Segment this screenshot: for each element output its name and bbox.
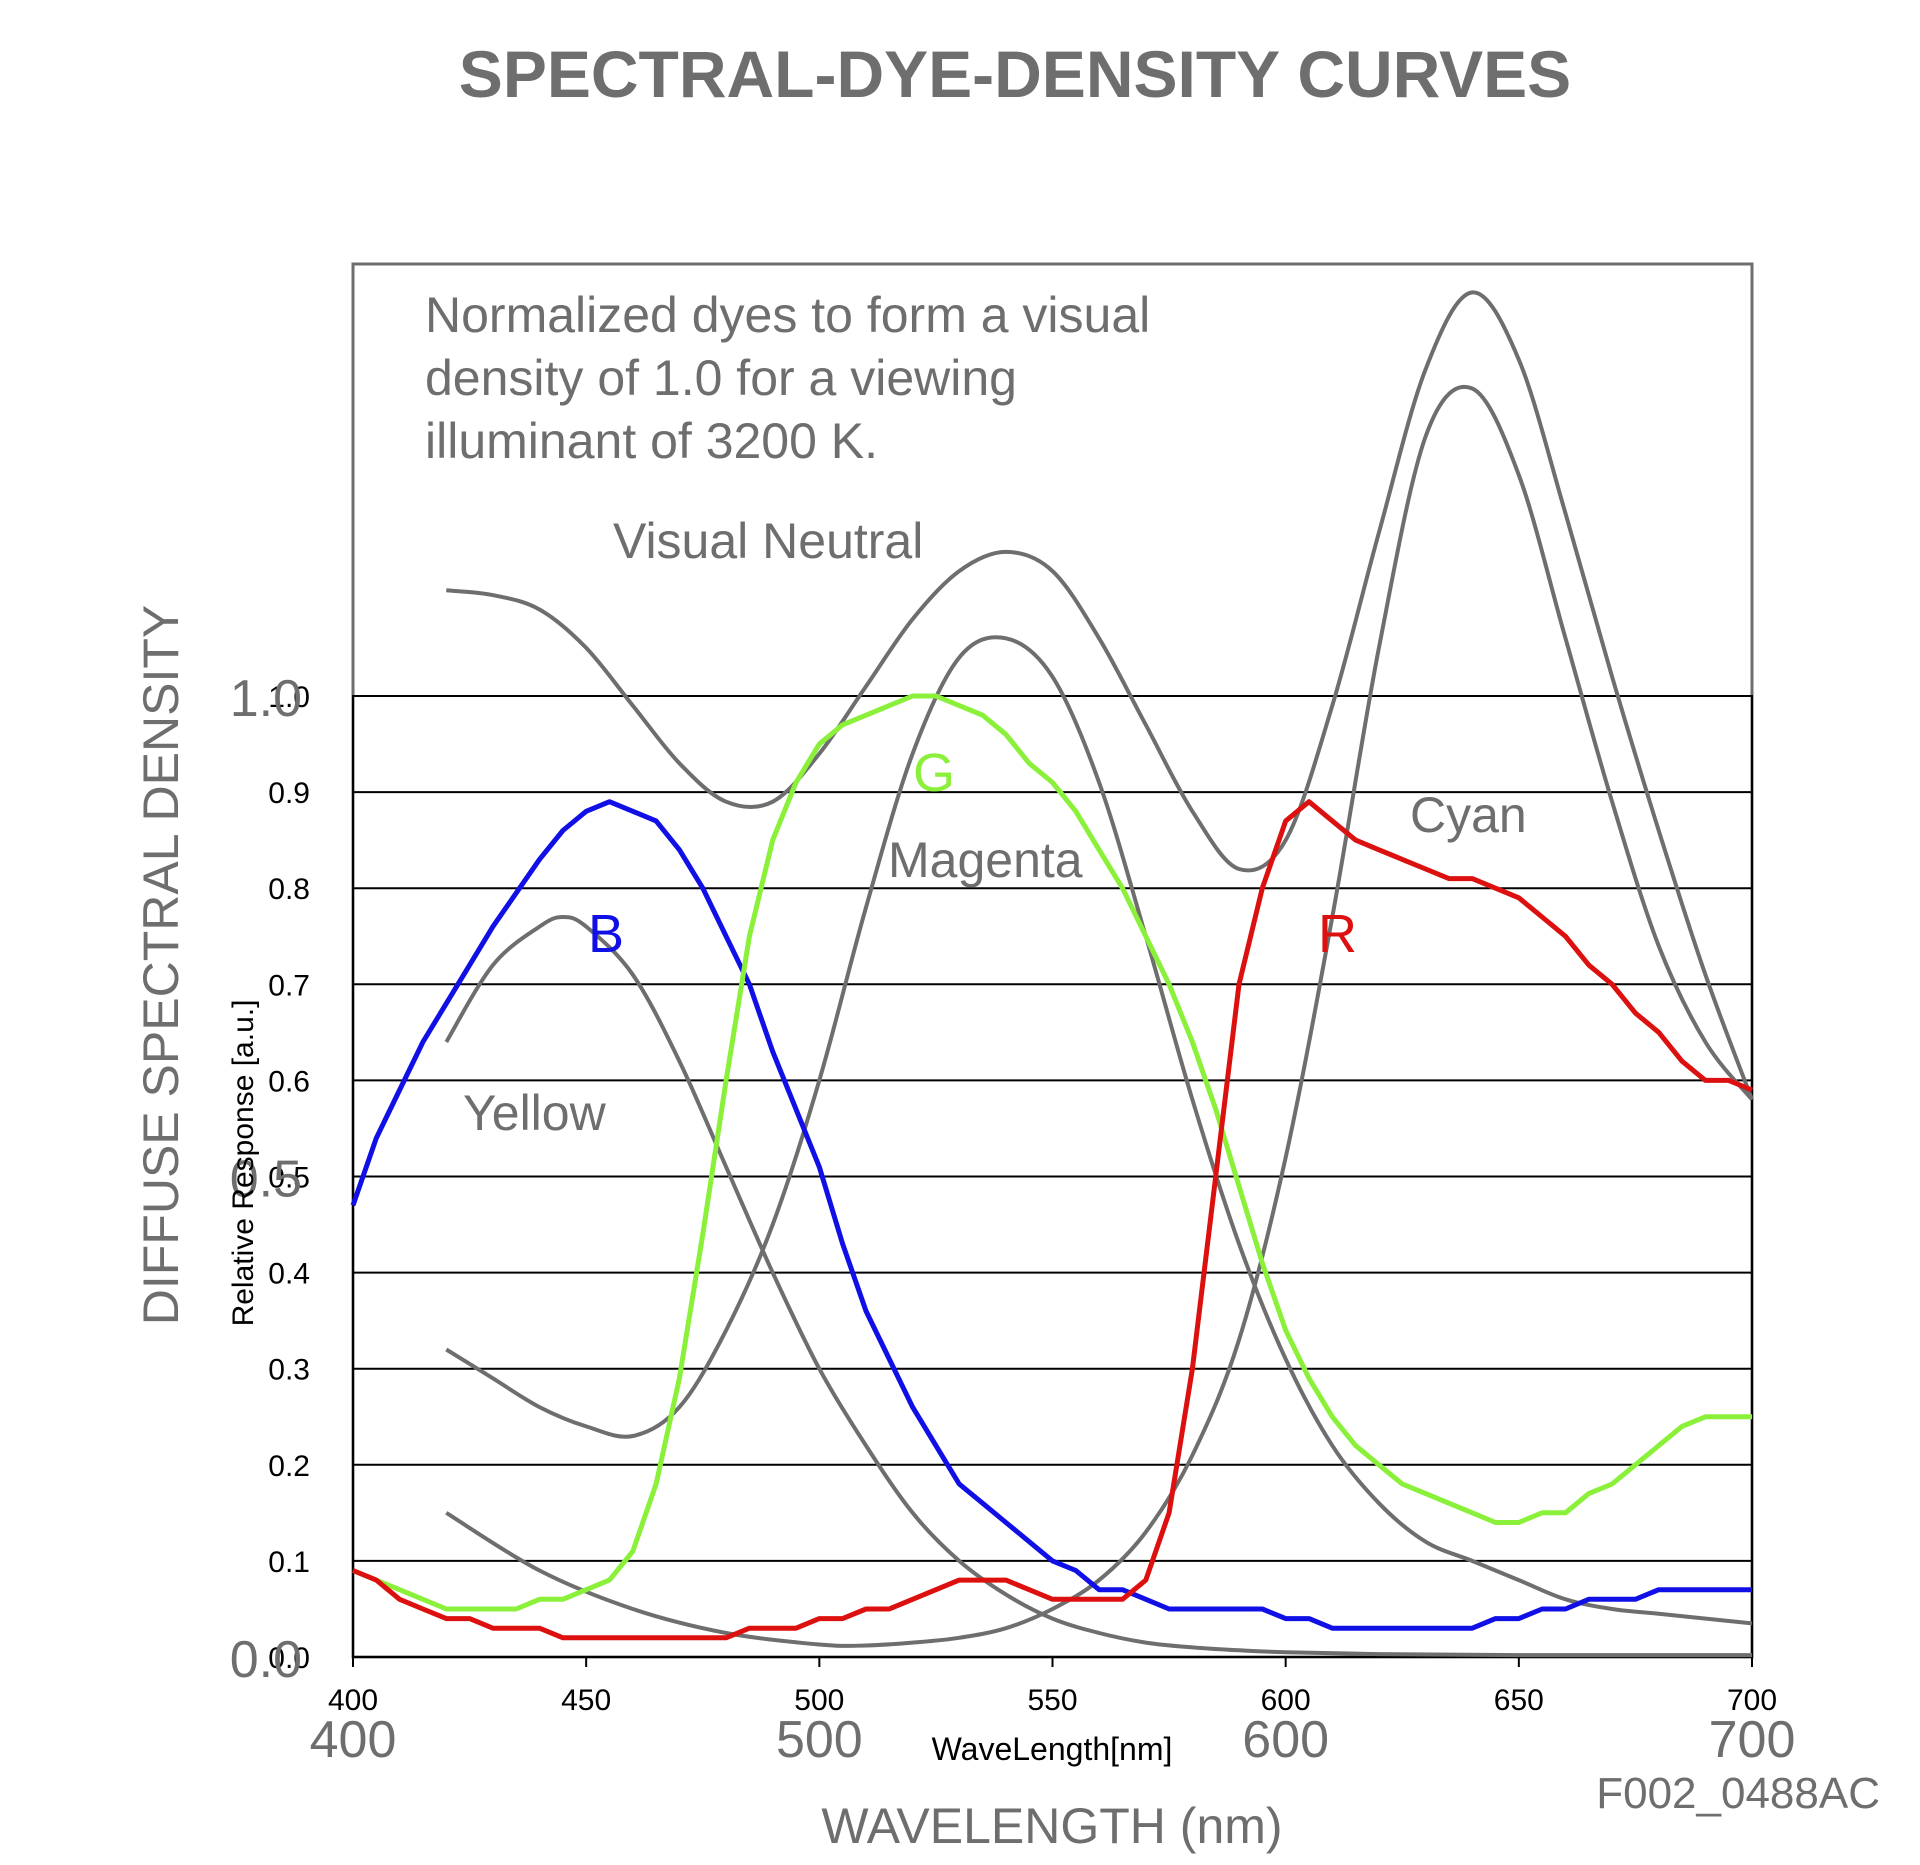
response-y-tick-0.7: 0.7 (268, 969, 310, 1002)
dye-y-tick-1.0: 1.0 (230, 670, 302, 728)
response-x-tick-700: 700 (1727, 1684, 1777, 1717)
response-y-tick-0.4: 0.4 (268, 1258, 310, 1291)
response-y-axis-label: Relative Response [a.u.] (227, 1000, 260, 1327)
label-yellow: Yellow (463, 1085, 607, 1141)
response-y-tick-0.8: 0.8 (268, 873, 310, 906)
dye-x-tick-600: 600 (1242, 1711, 1329, 1769)
response-curves (350, 693, 1753, 1641)
label-r: R (1318, 904, 1357, 964)
label-magenta: Magenta (888, 832, 1083, 888)
response-x-tick-500: 500 (794, 1684, 844, 1717)
dye-x-tick-700: 700 (1709, 1711, 1796, 1769)
response-y-tick-1.0: 1.0 (268, 681, 310, 714)
note-line-1: Normalized dyes to form a visual (425, 287, 1150, 343)
response-y-tick-0.6: 0.6 (268, 1065, 310, 1098)
dye-curve-visual-neutral (446, 290, 1754, 1101)
dye-x-tick-500: 500 (776, 1711, 863, 1769)
dye-curve-yellow (444, 914, 1753, 1658)
response-x-tick-450: 450 (561, 1684, 611, 1717)
dye-y-axis-label: DIFFUSE SPECTRAL DENSITY (133, 605, 189, 1325)
dye-x-axis-label: WAVELENGTH (nm) (821, 1798, 1282, 1854)
dye-y-tick-0.0: 0.0 (230, 1631, 302, 1689)
response-y-tick-0.2: 0.2 (268, 1450, 310, 1483)
response-y-tick-0.0: 0.0 (268, 1642, 310, 1675)
response-x-tick-550: 550 (1027, 1684, 1077, 1717)
note-line-3: illuminant of 3200 K. (425, 413, 878, 469)
response-curve-g (352, 693, 1752, 1612)
response-y-tick-0.5: 0.5 (268, 1162, 310, 1195)
figure-id: F002_0488AC (1596, 1769, 1880, 1818)
label-b: B (588, 904, 624, 964)
dye-x-tick-400: 400 (310, 1711, 397, 1769)
response-curve-b (350, 799, 1752, 1631)
tick-labels: 0.0 0.1 0.2 0.3 0.4 0.5 0.6 0.7 0.8 0.9 1.0 400 450 5… (230, 670, 1796, 1769)
response-x-tick-650: 650 (1494, 1684, 1544, 1717)
response-y-tick-0.1: 0.1 (268, 1546, 310, 1579)
response-y-tick-0.3: 0.3 (268, 1354, 310, 1387)
dye-curves (444, 290, 1754, 1658)
label-g: G (913, 743, 955, 803)
dye-curve-cyan (445, 384, 1754, 1648)
label-visual-neutral: Visual Neutral (613, 513, 923, 569)
note-line-2: density of 1.0 for a viewing (425, 350, 1017, 406)
chart-title: SPECTRAL-DYE-DENSITY CURVES (459, 37, 1571, 111)
response-x-tick-400: 400 (328, 1684, 378, 1717)
dye-y-tick-0.5: 0.5 (230, 1151, 302, 1209)
response-curve-r (352, 799, 1753, 1641)
dye-curve-magenta (445, 635, 1753, 1626)
response-x-axis-label: WaveLength[nm] (932, 1731, 1173, 1767)
label-cyan: Cyan (1410, 787, 1527, 843)
response-y-tick-0.9: 0.9 (268, 777, 310, 810)
response-x-tick-600: 600 (1261, 1684, 1311, 1717)
